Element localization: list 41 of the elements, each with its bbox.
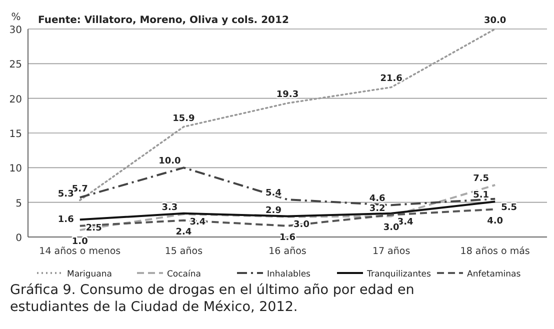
- x-tick-label: 17 años: [372, 246, 410, 257]
- data-label: 1.0: [72, 237, 88, 248]
- legend-label: Cocaína: [167, 270, 201, 280]
- y-tick-label: 25: [9, 60, 22, 71]
- data-label: 7.5: [473, 174, 490, 184]
- data-label: 2.9: [266, 206, 282, 216]
- data-label: 30.0: [484, 16, 506, 26]
- y-tick-label: 15: [9, 129, 22, 140]
- legend-label: Inhalables: [267, 270, 312, 280]
- data-label: 3.0: [383, 223, 400, 234]
- data-label: 3.3: [162, 203, 178, 214]
- x-tick-label: 16 años: [268, 246, 306, 257]
- y-tick-label: 10: [9, 164, 22, 175]
- data-label: 1.6: [58, 214, 74, 225]
- legend-label: Mariguana: [67, 270, 112, 280]
- data-label: 3.0: [294, 220, 310, 230]
- legend-label: Anfetaminas: [467, 270, 522, 280]
- data-label: 5.4: [266, 188, 282, 199]
- data-label: 2.4: [176, 227, 192, 238]
- y-tick-label: 5: [16, 198, 22, 210]
- data-label: 4.6: [369, 194, 386, 204]
- x-tick-label: 18 años o más: [460, 246, 530, 257]
- legend-label: Tranquilizantes: [366, 270, 432, 280]
- x-tick-label: 14 años o menos: [39, 246, 121, 257]
- data-label: 15.9: [172, 114, 195, 124]
- y-tick-label: 20: [9, 94, 22, 106]
- data-label: 21.6: [380, 74, 402, 84]
- data-label: 5.5: [501, 202, 518, 213]
- text: Gráfica 9. Consumo de drogas en el último año por edad en estudiantes de la Ciudad de México, 2012.: [10, 282, 414, 315]
- data-label: 10.0: [158, 156, 181, 167]
- y-axis-title: %: [11, 12, 21, 23]
- data-label: 3.2: [369, 204, 386, 214]
- y-tick-label: 30: [9, 25, 22, 36]
- y-tick-label: 0: [16, 233, 22, 244]
- data-label: 5.3: [58, 189, 74, 200]
- data-label: 2.5: [86, 224, 102, 234]
- data-label: 4.0: [487, 216, 504, 226]
- source-note: Fuente: Villatoro, Moreno, Oliva y cols. 2012: [38, 15, 289, 26]
- data-label: 5.1: [473, 190, 490, 201]
- x-tick-label: 15 años: [164, 246, 203, 257]
- data-label: 19.3: [276, 90, 299, 100]
